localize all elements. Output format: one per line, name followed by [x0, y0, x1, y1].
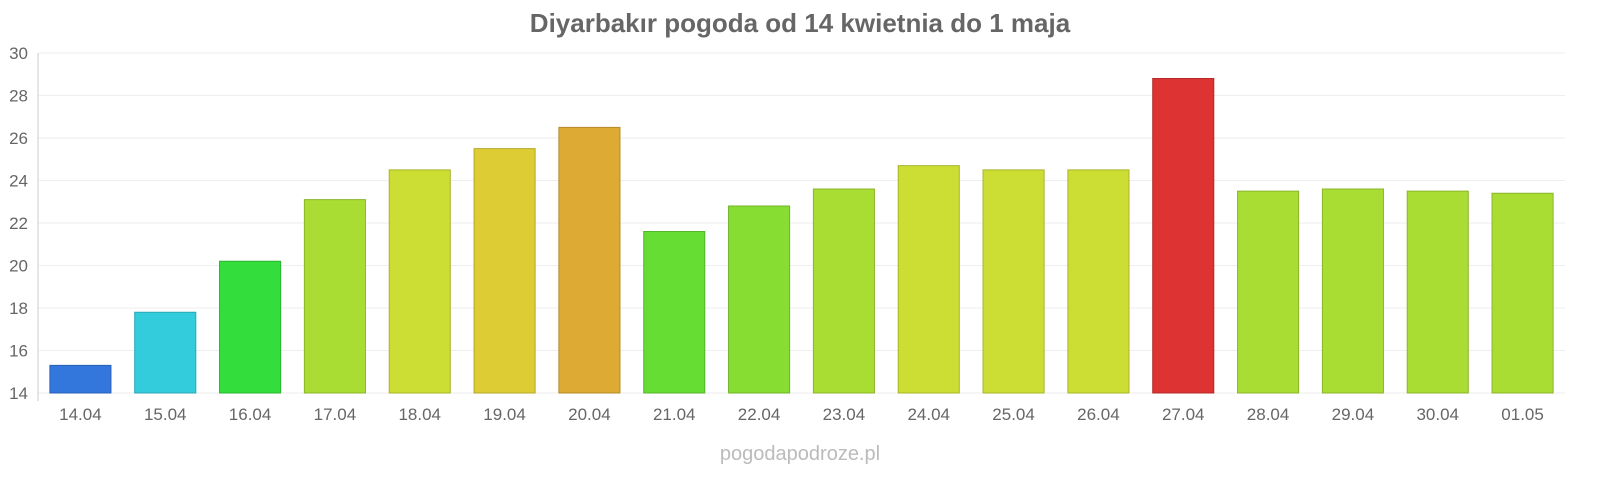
y-tick-label: 24 [9, 172, 28, 191]
bar-15.04[interactable] [134, 311, 197, 394]
x-tick-label: 26.04 [1077, 405, 1120, 424]
x-tick-label: 01.05 [1501, 405, 1544, 424]
x-tick-label: 18.04 [398, 405, 441, 424]
x-tick-label: 20.04 [568, 405, 611, 424]
bar-25.04[interactable] [982, 169, 1045, 394]
bar-01.05[interactable] [1491, 192, 1554, 394]
x-tick-label: 27.04 [1162, 405, 1205, 424]
bar-14.04[interactable] [49, 364, 112, 394]
x-tick-label: 28.04 [1247, 405, 1290, 424]
x-tick-label: 29.04 [1332, 405, 1375, 424]
x-tick-label: 30.04 [1416, 405, 1459, 424]
bars [49, 78, 1554, 394]
y-tick-label: 28 [9, 87, 28, 106]
bar-17.04[interactable] [303, 199, 366, 394]
x-axis: 14.04 15.04 16.04 17.04 18.04 19.04 20.04 21.04… [59, 405, 1544, 424]
bar-24.04[interactable] [897, 165, 960, 394]
source-watermark[interactable]: pogodapodroze.pl [720, 443, 880, 465]
bar-23.04[interactable] [812, 188, 875, 394]
y-tick-label: 14 [9, 384, 28, 403]
y-tick-label: 16 [9, 342, 28, 361]
bar-21.04[interactable] [643, 231, 706, 394]
y-tick-label: 22 [9, 214, 28, 233]
x-tick-label: 16.04 [229, 405, 272, 424]
x-tick-label: 24.04 [907, 405, 950, 424]
chart-title: Diyarbakır pogoda od 14 kwietnia do 1 ma… [530, 8, 1071, 38]
x-tick-label: 15.04 [144, 405, 187, 424]
x-tick-label: 23.04 [823, 405, 866, 424]
bar-22.04[interactable] [728, 205, 791, 394]
bar-30.04[interactable] [1406, 190, 1469, 394]
y-tick-label: 30 [9, 44, 28, 63]
x-tick-label: 25.04 [992, 405, 1035, 424]
bar-29.04[interactable] [1321, 188, 1384, 394]
bar-26.04[interactable] [1067, 169, 1130, 394]
x-tick-label: 19.04 [483, 405, 526, 424]
bar-20.04[interactable] [558, 126, 621, 394]
y-tick-label: 26 [9, 129, 28, 148]
bar-16.04[interactable] [219, 260, 282, 394]
bar-18.04[interactable] [388, 169, 451, 394]
bar-19.04[interactable] [473, 148, 536, 394]
gridlines [38, 52, 1565, 394]
x-tick-label: 17.04 [314, 405, 357, 424]
bar-27.04[interactable] [1152, 78, 1215, 394]
y-tick-label: 18 [9, 299, 28, 318]
y-tick-label: 20 [9, 257, 28, 276]
y-axis: 14 16 18 20 22 24 26 28 30 [9, 44, 39, 403]
x-tick-label: 21.04 [653, 405, 696, 424]
x-tick-label: 14.04 [59, 405, 102, 424]
x-tick-label: 22.04 [738, 405, 781, 424]
bar-28.04[interactable] [1237, 190, 1300, 394]
